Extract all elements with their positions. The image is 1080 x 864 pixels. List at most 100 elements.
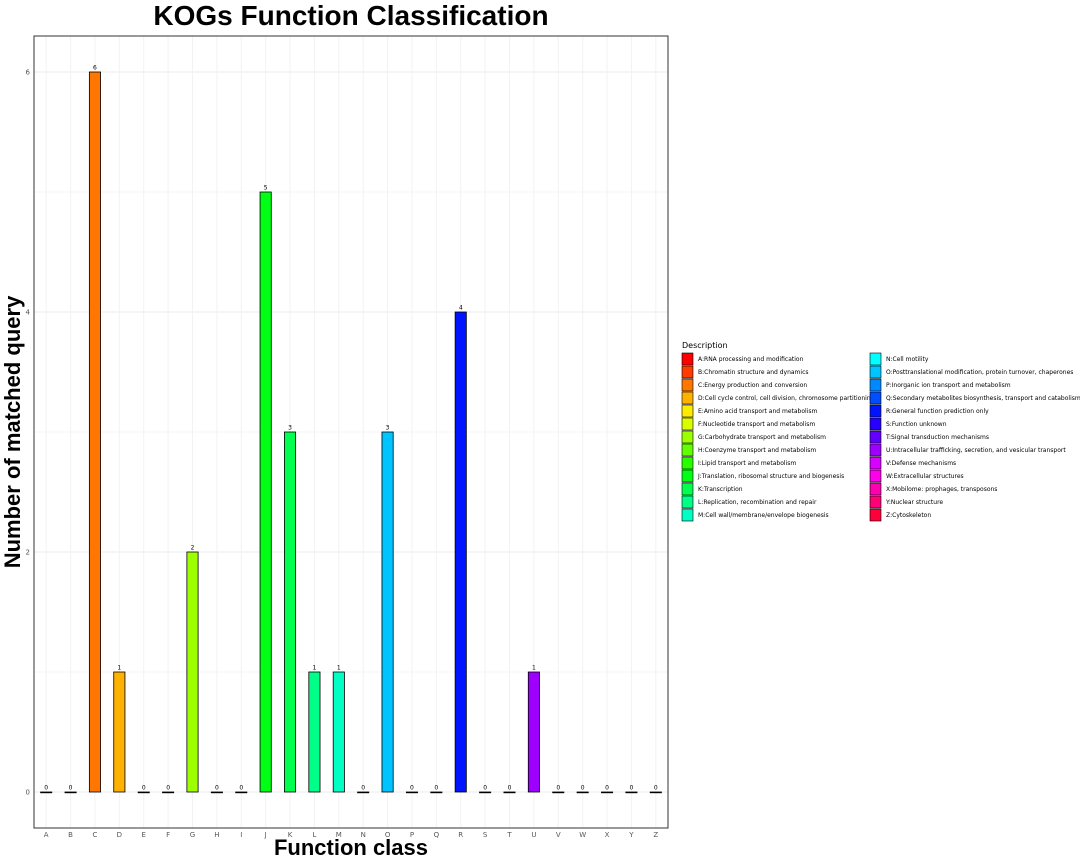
x-tick-label-Q: Q — [434, 831, 440, 839]
data-labels-group: 0 0 6 1 0 0 2 0 0 5 3 1 1 0 3 0 0 4 0 0 1 0 0 0 0 0 — [44, 65, 658, 792]
legend-label-Z: Z:Cytoskeleton — [886, 512, 931, 519]
x-tick-label-L: L — [312, 831, 316, 839]
y-tick-label: 4 — [26, 309, 31, 317]
legend-key-D — [681, 391, 694, 405]
chart-title: KOGs Function Classification — [153, 0, 548, 31]
data-label-G: 2 — [191, 545, 195, 552]
x-tick-label-R: R — [458, 831, 463, 839]
legend-key-A — [681, 352, 694, 366]
bar-C — [88, 71, 101, 793]
x-tick-label-S: S — [483, 831, 488, 839]
legend-key-J — [681, 469, 694, 483]
data-label-M: 1 — [337, 665, 341, 672]
legend-label-X: X:Mobilome: prophages, transposons — [886, 486, 997, 493]
x-tick-label-Y: Y — [628, 831, 634, 839]
legend-label-A: A:RNA processing and modification — [698, 356, 804, 363]
legend: Description A:RNA processing and modific… — [681, 341, 1080, 522]
legend-label-N: N:Cell motility — [886, 356, 929, 363]
bar-X — [601, 791, 614, 794]
data-label-Q: 0 — [434, 785, 438, 792]
x-tick-label-G: G — [190, 831, 195, 839]
y-axis-title: Number of matched query — [0, 295, 25, 568]
bar-H — [210, 791, 223, 794]
plot-panel-border — [33, 35, 669, 829]
legend-label-V: V:Defense mechanisms — [886, 460, 956, 467]
legend-label-Y: Y:Nuclear structure — [885, 499, 943, 506]
legend-label-W: W:Extracellular structures — [886, 473, 964, 480]
legend-label-J: J:Translation, ribosomal structure and b… — [697, 473, 844, 480]
y-tick-label: 6 — [26, 69, 31, 77]
legend-label-I: I:Lipid transport and metabolism — [698, 460, 796, 467]
x-tick-label-H: H — [214, 831, 219, 839]
data-label-B: 0 — [69, 785, 73, 792]
legend-key-V — [869, 456, 882, 470]
bar-N — [357, 791, 370, 794]
x-tick-label-N: N — [361, 831, 366, 839]
bar-B — [64, 791, 77, 794]
bar-T — [503, 791, 516, 794]
legend-label-C: C:Energy production and conversion — [698, 382, 807, 389]
legend-label-Q: Q:Secondary metabolites biosynthesis, tr… — [886, 395, 1080, 402]
bar-G — [186, 551, 199, 793]
legend-key-K — [681, 482, 694, 496]
data-label-K: 3 — [288, 425, 292, 432]
bar-P — [405, 791, 418, 794]
data-label-Z: 0 — [654, 785, 658, 792]
legend-key-G — [681, 430, 694, 444]
bar-U — [527, 671, 540, 793]
data-label-D: 1 — [117, 665, 121, 672]
x-tick-label-W: W — [579, 831, 586, 839]
bar-S — [479, 791, 492, 794]
data-label-V: 0 — [556, 785, 560, 792]
legend-label-U: U:Intracellular trafficking, secretion, … — [886, 447, 1066, 454]
legend-key-H — [681, 443, 694, 457]
x-tick-label-I: I — [240, 831, 242, 839]
x-tick-label-P: P — [410, 831, 414, 839]
bar-F — [162, 791, 175, 794]
data-label-S: 0 — [483, 785, 487, 792]
data-label-L: 1 — [313, 665, 317, 672]
bar-M — [332, 671, 345, 793]
legend-key-U — [869, 443, 882, 457]
legend-label-B: B:Chromatin structure and dynamics — [698, 369, 809, 376]
data-label-P: 0 — [410, 785, 414, 792]
legend-key-I — [681, 456, 694, 470]
x-tick-label-D: D — [117, 831, 122, 839]
x-tick-label-J: J — [264, 831, 267, 839]
x-tick-label-U: U — [531, 831, 536, 839]
legend-key-M — [681, 508, 694, 522]
bar-Q — [430, 791, 443, 794]
y-tick-labels: 0 2 4 6 — [26, 69, 31, 797]
x-tick-label-C: C — [93, 831, 98, 839]
legend-label-T: T:Signal transduction mechanisms — [885, 434, 989, 441]
x-tick-label-B: B — [68, 831, 73, 839]
legend-key-T — [869, 430, 882, 444]
legend-key-Z — [869, 508, 882, 522]
data-label-U: 1 — [532, 665, 536, 672]
legend-title: Description — [682, 341, 728, 350]
legend-key-S — [869, 417, 882, 431]
legend-label-D: D:Cell cycle control, cell division, chr… — [698, 395, 875, 402]
x-tick-label-Z: Z — [653, 831, 658, 839]
legend-key-W — [869, 469, 882, 483]
bar-A — [40, 791, 53, 794]
x-tick-labels: A B C D E F G H I J K L M N O P Q R S T U V W X Y Z — [44, 831, 659, 839]
bar-Y — [625, 791, 638, 794]
bar-I — [235, 791, 248, 794]
legend-key-X — [869, 482, 882, 496]
data-label-R: 4 — [459, 305, 463, 312]
bar-O — [381, 431, 394, 793]
legend-label-H: H:Coenzyme transport and metabolism — [698, 447, 816, 454]
legend-key-L — [681, 495, 694, 509]
legend-key-B — [681, 365, 694, 379]
legend-key-C — [681, 378, 694, 392]
x-tick-label-E: E — [142, 831, 146, 839]
x-tick-label-M: M — [336, 831, 342, 839]
legend-label-P: P:Inorganic ion transport and metabolism — [886, 382, 1011, 389]
legend-label-E: E:Amino acid transport and metabolism — [698, 408, 817, 415]
x-tick-label-O: O — [385, 831, 391, 839]
legend-label-G: G:Carbohydrate transport and metabolism — [698, 434, 826, 441]
x-tick-label-V: V — [556, 831, 561, 839]
legend-key-N — [869, 352, 882, 366]
